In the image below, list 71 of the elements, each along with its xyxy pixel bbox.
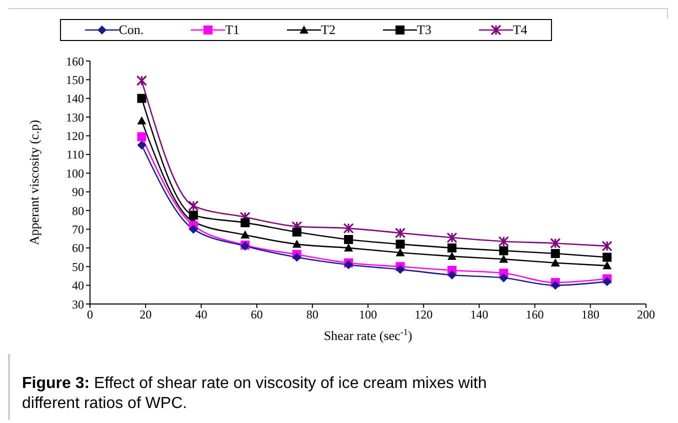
- point: [188, 200, 199, 212]
- point: [550, 280, 560, 290]
- x-tick-label: 0: [87, 308, 93, 322]
- point: [292, 240, 302, 248]
- point: [499, 254, 508, 263]
- point: [602, 252, 612, 262]
- point: [292, 252, 302, 262]
- y-tick-label: 40: [72, 278, 84, 293]
- point: [602, 261, 612, 270]
- x-tick-label: 180: [581, 308, 600, 322]
- caption: Figure 3: Effect of shear rate on viscosity of ice cream mixes with different ratios of WPC.: [22, 374, 488, 414]
- point: [499, 273, 508, 282]
- point: [292, 221, 302, 232]
- y-tick-label: 100: [66, 166, 84, 180]
- point: [396, 264, 405, 274]
- point: [396, 240, 405, 249]
- point: [240, 218, 250, 228]
- y-tick-label: 130: [66, 110, 84, 124]
- point: [137, 94, 146, 103]
- point: [550, 249, 560, 258]
- point: [240, 212, 250, 222]
- point: [137, 132, 146, 142]
- x-axis-title: Shear rate (sec$^{-1}$): [324, 327, 412, 343]
- x-tick-label: 80: [306, 308, 318, 322]
- point: [498, 236, 509, 247]
- point: [344, 235, 354, 244]
- x-tick-label: 200: [637, 308, 655, 322]
- y-axis-title: Apperant viscosity (c.p): [26, 120, 42, 246]
- y-tick-label: 80: [72, 204, 84, 218]
- point: [137, 140, 146, 150]
- x-tick-label: 100: [359, 308, 377, 322]
- y-tick-label: 140: [66, 92, 84, 106]
- point: [550, 258, 560, 266]
- x-tick-label: 40: [195, 308, 208, 322]
- legend-label: T2: [321, 22, 336, 38]
- point: [394, 228, 406, 238]
- point: [550, 238, 561, 249]
- y-tick-label: 120: [66, 129, 84, 144]
- y-tick-label: 70: [72, 222, 84, 236]
- y-tick-label: 110: [66, 148, 84, 162]
- x-tick-label: 20: [140, 308, 152, 322]
- point: [447, 252, 456, 260]
- x-tick-label: 120: [414, 308, 433, 322]
- point: [447, 270, 456, 280]
- x-tick-label: 140: [470, 308, 488, 322]
- point: [137, 116, 146, 124]
- legend-label: Con.: [118, 22, 144, 38]
- point: [447, 243, 456, 252]
- point: [446, 232, 458, 243]
- legend-label: T4: [512, 22, 528, 38]
- y-tick-label: 160: [66, 54, 84, 68]
- point: [343, 222, 354, 234]
- x-tick-label: 160: [526, 308, 544, 322]
- point: [240, 230, 250, 238]
- point: [499, 246, 508, 256]
- point: [396, 248, 405, 256]
- point: [344, 243, 354, 252]
- point: [188, 210, 198, 220]
- point: [188, 224, 198, 234]
- y-tick-label: 90: [72, 185, 84, 200]
- y-tick-label: 30: [72, 297, 84, 312]
- point: [602, 240, 612, 252]
- y-tick-label: 60: [72, 241, 84, 256]
- point: [602, 277, 612, 286]
- point: [292, 228, 302, 237]
- y-tick-label: 150: [66, 72, 84, 87]
- legend-label: T3: [416, 22, 432, 38]
- point: [136, 75, 148, 86]
- x-tick-label: 60: [250, 308, 263, 322]
- legend-label: T1: [225, 22, 240, 38]
- y-tick-label: 50: [72, 260, 84, 274]
